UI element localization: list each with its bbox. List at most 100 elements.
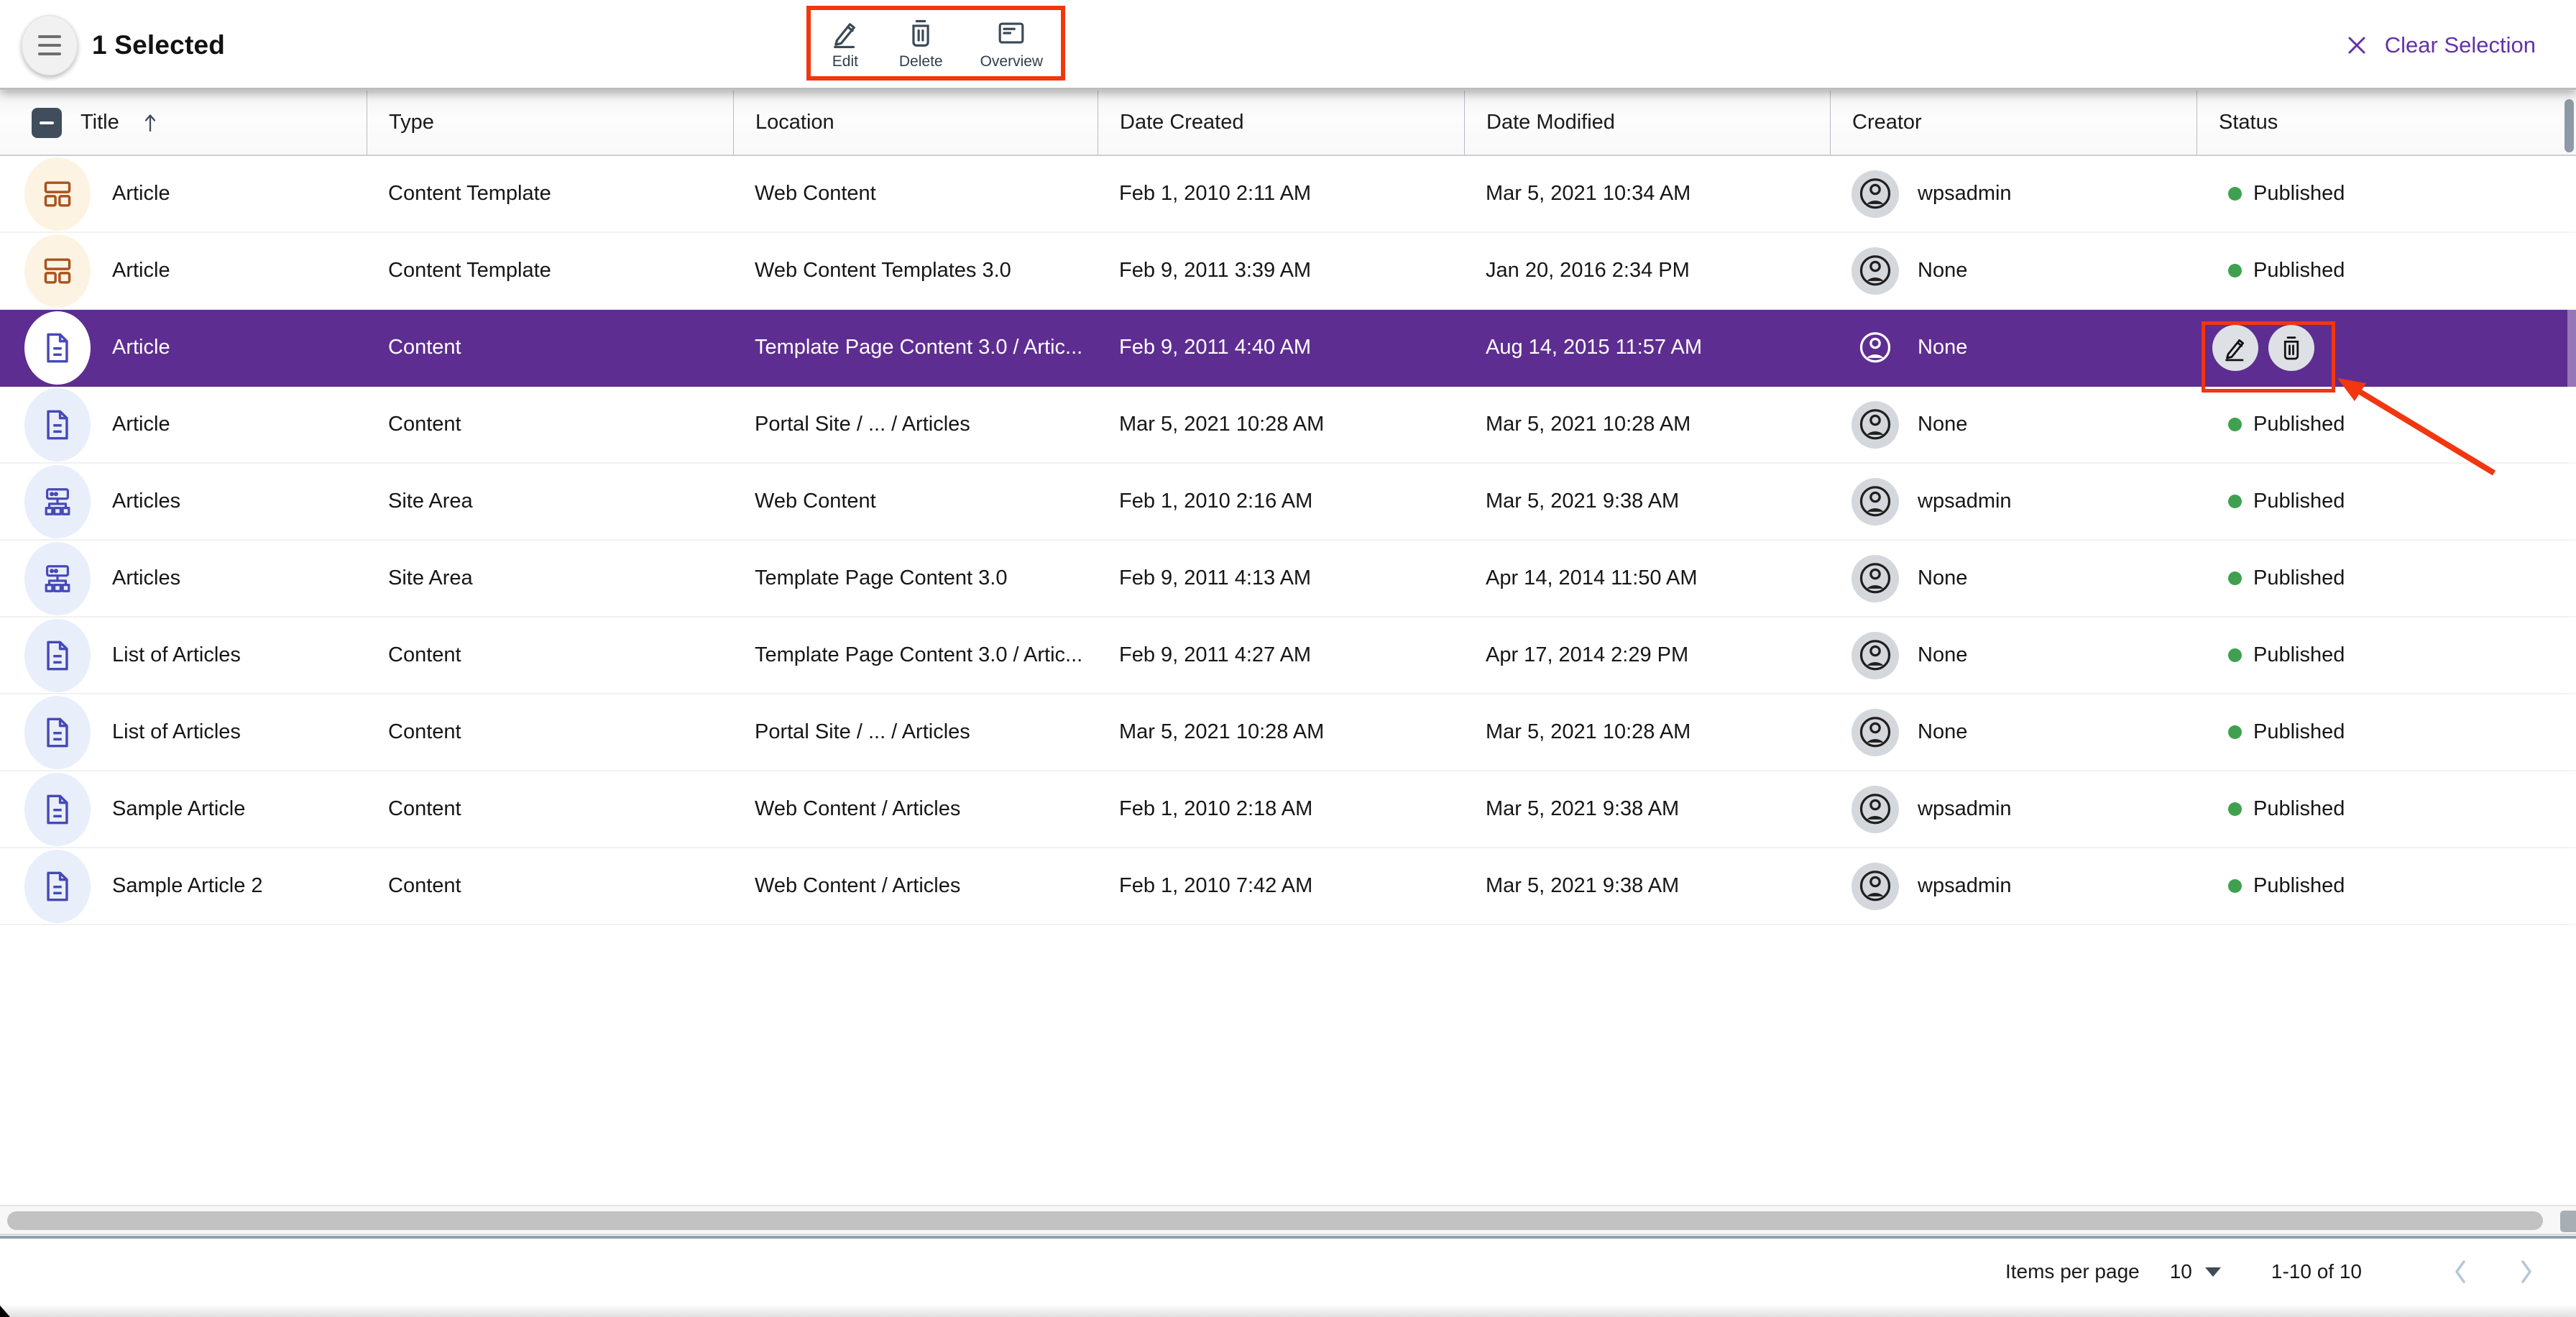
- status-cell: Published: [2196, 182, 2576, 206]
- column-header-creator[interactable]: Creator: [1830, 91, 2196, 155]
- table-row[interactable]: Articles Site Area Template Page Content…: [0, 541, 2576, 618]
- table-row-selected[interactable]: Article Content Template Page Content 3.…: [0, 310, 2576, 387]
- clear-selection-button[interactable]: Clear Selection: [2346, 0, 2536, 90]
- type-cell: Content Template: [388, 182, 551, 205]
- horizontal-scrollbar[interactable]: [0, 1205, 2576, 1235]
- creator-cell: wpsadmin: [1830, 170, 2196, 218]
- status-label: Published: [2253, 643, 2345, 666]
- menu-button[interactable]: [22, 15, 78, 75]
- user-avatar-icon: [1852, 170, 1899, 218]
- selected-count-label: 1 Selected: [92, 29, 226, 60]
- overview-label: Overview: [980, 52, 1044, 70]
- title-cell: Article: [0, 234, 367, 308]
- type-cell: Content Template: [388, 259, 551, 282]
- title-cell: Article: [0, 387, 367, 462]
- creator-name: wpsadmin: [1918, 797, 2012, 820]
- row-actions-cell: [2196, 324, 2576, 371]
- status-label: Published: [2253, 566, 2345, 589]
- title-cell: Sample Article: [0, 772, 367, 846]
- row-title: Sample Article: [112, 797, 246, 820]
- published-dot-icon: [2228, 648, 2242, 662]
- status-cell: Published: [2196, 874, 2576, 898]
- location-cell: Portal Site / ... / Articles: [755, 720, 970, 743]
- table-body: Article Content Template Web Content Feb…: [0, 156, 2576, 925]
- chevron-left-icon: [2455, 1260, 2465, 1283]
- items-per-page-select[interactable]: 10: [2170, 1260, 2221, 1283]
- date-modified-cell: Mar 5, 2021 10:34 AM: [1486, 182, 1691, 205]
- trash-icon: [912, 19, 929, 47]
- creator-cell: None: [1830, 631, 2196, 679]
- creator-cell: wpsadmin: [1830, 785, 2196, 833]
- content-icon: [24, 311, 91, 385]
- date-modified-cell: Aug 14, 2015 11:57 AM: [1486, 336, 1702, 359]
- date-created-cell: Feb 9, 2011 4:27 AM: [1119, 643, 1312, 666]
- creator-name: None: [1918, 566, 1968, 589]
- type-cell: Site Area: [388, 490, 473, 513]
- overview-button[interactable]: Overview: [980, 17, 1044, 70]
- indeterminate-icon: [40, 121, 54, 124]
- status-cell: Published: [2196, 259, 2576, 283]
- horizontal-scrollbar-thumb[interactable]: [7, 1211, 2543, 1230]
- user-avatar-icon: [1852, 554, 1899, 602]
- status-label: Published: [2253, 720, 2345, 743]
- date-created-cell: Feb 9, 2011 4:40 AM: [1119, 336, 1312, 359]
- type-cell: Content: [388, 874, 461, 897]
- vertical-scrollbar-thumb[interactable]: [2564, 99, 2574, 152]
- table-row[interactable]: List of Articles Content Portal Site / .…: [0, 694, 2576, 771]
- type-cell: Content: [388, 413, 461, 436]
- column-header-location[interactable]: Location: [733, 91, 1098, 155]
- table-header-row: Title Type Location Date Created Date Mo…: [0, 91, 2576, 156]
- row-delete-button[interactable]: [2268, 324, 2314, 371]
- date-created-cell: Feb 1, 2010 2:18 AM: [1119, 797, 1313, 820]
- location-cell: Template Page Content 3.0 / Artic...: [755, 336, 1083, 359]
- content-icon: [24, 387, 91, 462]
- row-title: Articles: [112, 490, 181, 513]
- column-header-status[interactable]: Status: [2196, 91, 2576, 155]
- column-header-date-modified[interactable]: Date Modified: [1464, 91, 1830, 155]
- user-avatar-icon: [1852, 247, 1899, 295]
- user-avatar-icon: [1852, 400, 1899, 449]
- sort-ascending-icon: [144, 114, 155, 132]
- row-edit-button[interactable]: [2212, 324, 2258, 371]
- user-avatar-icon: [1852, 708, 1899, 756]
- items-per-page-label: Items per page: [2005, 1260, 2140, 1282]
- row-title: Sample Article 2: [112, 874, 263, 897]
- status-label: Published: [2253, 259, 2345, 282]
- column-header-type[interactable]: Type: [367, 91, 733, 155]
- previous-page-button[interactable]: [2450, 1256, 2471, 1288]
- table-row[interactable]: Article Content Portal Site / ... / Arti…: [0, 387, 2576, 464]
- date-modified-cell: Jan 20, 2016 2:34 PM: [1486, 259, 1690, 282]
- date-created-cell: Feb 9, 2011 3:39 AM: [1119, 259, 1312, 282]
- date-modified-cell: Mar 5, 2021 9:38 AM: [1486, 797, 1680, 820]
- user-avatar-icon: [1852, 477, 1899, 526]
- select-all-checkbox[interactable]: [32, 107, 62, 138]
- site-area-icon: [24, 541, 91, 615]
- table-row[interactable]: Sample Article Content Web Content / Art…: [0, 771, 2576, 848]
- table-row[interactable]: Article Content Template Web Content Tem…: [0, 233, 2576, 310]
- table-row[interactable]: List of Articles Content Template Page C…: [0, 618, 2576, 694]
- date-created-cell: Mar 5, 2021 10:28 AM: [1119, 720, 1325, 743]
- row-title: Article: [112, 336, 170, 359]
- published-dot-icon: [2228, 879, 2242, 893]
- table-row[interactable]: Articles Site Area Web Content Feb 1, 20…: [0, 464, 2576, 541]
- date-created-cell: Feb 9, 2011 4:13 AM: [1119, 566, 1312, 589]
- date-created-cell: Feb 1, 2010 2:16 AM: [1119, 490, 1313, 513]
- vertical-scrollbar[interactable]: [2562, 93, 2576, 1205]
- title-cell: Articles: [0, 464, 367, 538]
- edit-label: Edit: [832, 52, 858, 70]
- table-row[interactable]: Sample Article 2 Content Web Content / A…: [0, 848, 2576, 925]
- footer-divider: [0, 1236, 2576, 1239]
- column-header-title[interactable]: Title: [0, 91, 367, 155]
- table-row[interactable]: Article Content Template Web Content Feb…: [0, 156, 2576, 233]
- row-title: Article: [112, 413, 170, 436]
- published-dot-icon: [2228, 495, 2242, 508]
- type-cell: Content: [388, 797, 461, 820]
- next-page-button[interactable]: [2516, 1256, 2537, 1288]
- title-cell: Articles: [0, 541, 367, 615]
- published-dot-icon: [2228, 264, 2242, 277]
- column-header-date-created[interactable]: Date Created: [1098, 91, 1464, 155]
- edit-button[interactable]: Edit: [829, 17, 862, 70]
- creator-cell: None: [1830, 554, 2196, 602]
- delete-button[interactable]: Delete: [899, 17, 943, 70]
- bottom-fade: [0, 1304, 2576, 1317]
